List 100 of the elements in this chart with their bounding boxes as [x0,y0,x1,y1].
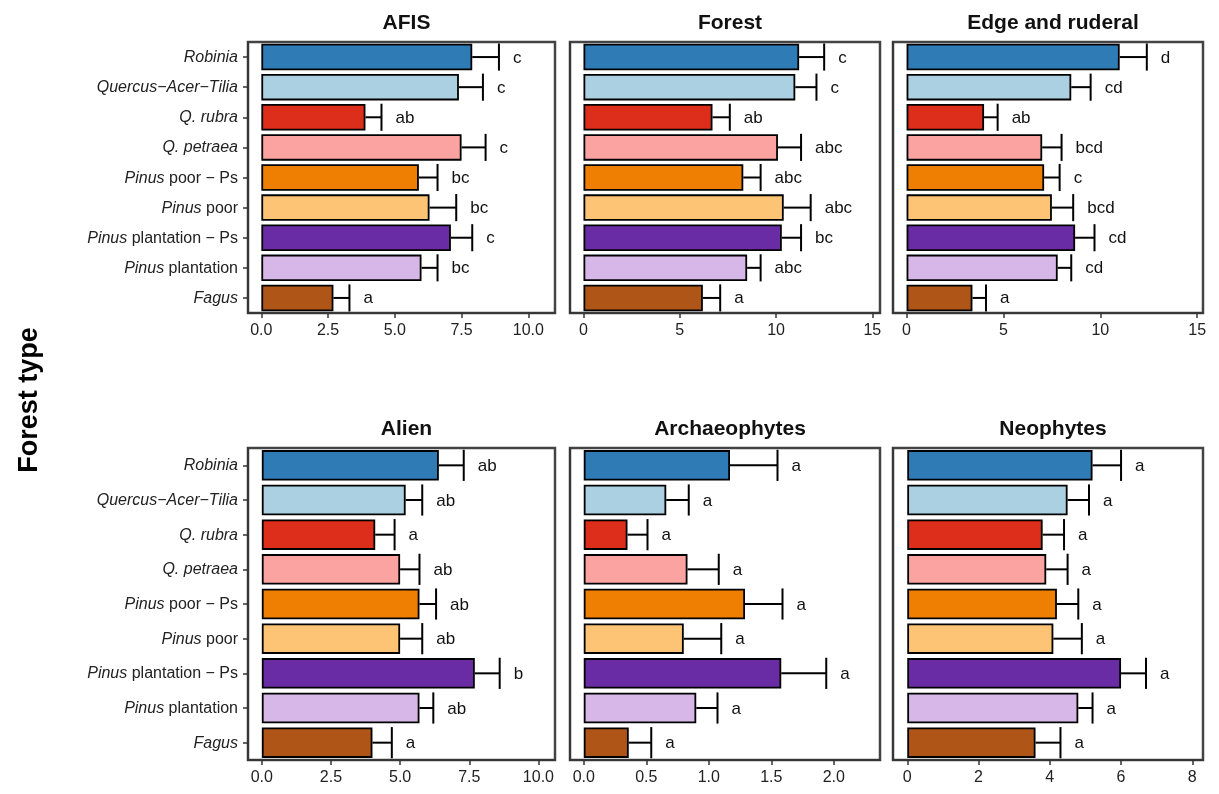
annotation: c [486,228,496,248]
x-tick-label: 6 [1116,767,1126,785]
annotation: c [499,137,509,157]
annotation: a [1159,663,1170,683]
chart-title: Edge and ruderal [967,10,1139,33]
annotation: ab [477,455,497,475]
annotation: abc [774,168,803,187]
y-axis-title: Forest type [12,327,44,473]
x-tick-label: 10 [767,320,786,338]
annotation: ab [447,698,467,718]
annotation: ab [433,559,453,579]
y-tick-label: Robinia [183,456,238,474]
annotation: bcd [1075,137,1103,157]
x-tick-label: 2.5 [316,320,340,338]
annotation: a [702,490,713,510]
x-tick-label: 2.0 [822,767,845,785]
x-tick-label: 5.0 [383,320,407,338]
annotation: bcd [1087,198,1115,218]
annotation: c [830,77,840,97]
annotation: bc [451,258,470,278]
annotation: ab [436,490,456,510]
annotation: a [665,733,676,753]
annotation: cd [1108,228,1127,248]
y-tick-label: Pinus plantation [124,698,238,718]
chart-title: Archaeophytes [654,416,806,439]
annotation: a [731,698,742,718]
x-tick-label: 0 [902,767,912,785]
y-tick-label: Q. petraea [162,138,238,156]
y-tick-label: Quercus−Acer−Tilia [96,78,238,96]
x-tick-label: 10.0 [512,320,544,338]
x-tick-label: 0 [579,320,589,338]
x-tick-label: 5 [998,320,1008,338]
annotation: a [732,559,743,579]
x-tick-label: 10 [1091,320,1110,338]
annotation: cd [1085,258,1104,278]
annotation: a [1102,490,1113,510]
annotation: a [405,733,416,753]
annotation: a [1135,455,1146,475]
annotation: a [735,629,746,649]
chart-title: Neophytes [999,416,1107,439]
annotation: a [1092,594,1103,614]
y-tick-label: Pinus plantation − Ps [87,227,238,248]
chart-title: AFIS [382,10,431,33]
y-tick-label: Fagus [193,288,238,306]
y-tick-label: Q. rubra [179,525,238,543]
chart-title: Forest [697,10,763,33]
x-tick-label: 0 [902,320,912,338]
annotation: a [734,288,745,308]
y-tick-label: Pinus poor [161,197,238,218]
x-tick-label: 15 [863,320,882,338]
x-tick-label: 0.0 [572,767,595,785]
annotation: abc [824,198,853,218]
x-tick-label: 10.0 [522,767,555,785]
annotation: a [661,525,672,545]
annotation: abc [815,137,843,157]
x-tick-label: 2 [974,767,984,785]
annotation: a [1078,525,1089,545]
annotation: a [791,455,802,475]
x-tick-label: 5 [675,320,685,338]
annotation: a [840,663,851,683]
x-tick-label: 8 [1187,767,1197,785]
annotation: a [1081,559,1092,579]
annotation: a [1095,629,1106,649]
annotation: c [496,77,506,97]
y-tick-label: Pinus plantation [124,257,238,278]
x-tick-label: 7.5 [458,767,481,785]
y-tick-label: Quercus−Acer−Tilia [96,491,238,508]
annotation: c [512,47,522,67]
annotation: ab [743,107,763,127]
annotation: c [838,47,848,67]
x-tick-label: 1.5 [760,767,783,785]
y-tick-label: Q. rubra [179,108,238,126]
annotation: a [796,594,807,614]
x-tick-label: 7.5 [450,320,473,338]
annotation: abc [774,258,803,278]
y-tick-label: Pinus poor − Ps [124,594,238,614]
annotation: a [1000,288,1010,308]
y-tick-label: Fagus [193,733,238,751]
annotation: ab [436,629,456,649]
annotation: a [408,525,419,545]
annotation: a [1074,733,1085,753]
chart-title: Alien [380,416,433,439]
y-tick-label: Pinus poor [161,628,238,649]
annotation: a [363,288,374,308]
x-tick-label: 0.5 [635,767,658,785]
x-tick-label: 0.0 [250,320,273,338]
x-tick-label: 4 [1045,767,1055,785]
annotation: b [513,663,524,683]
annotation: ab [395,107,415,127]
annotation: ab [1011,107,1031,127]
annotation: bc [815,228,834,248]
annotation: bc [451,168,470,187]
x-tick-label: 5.0 [388,767,412,785]
annotation: bc [470,198,489,218]
y-tick-label: Pinus poor − Ps [124,167,238,188]
annotation: c [1073,168,1083,187]
annotation: ab [450,594,469,614]
annotation: cd [1104,77,1123,97]
x-tick-label: 1.0 [697,767,720,785]
x-tick-label: 15 [1188,320,1207,338]
